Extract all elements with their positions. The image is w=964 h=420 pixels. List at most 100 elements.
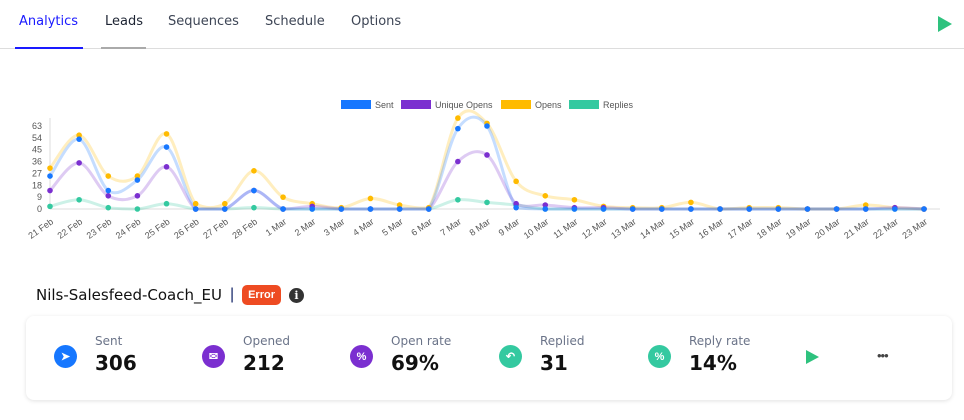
data-point-sent[interactable] — [222, 206, 228, 212]
data-point-sent[interactable] — [892, 206, 898, 212]
stat-sent: ➤ Sent 306 — [54, 334, 137, 375]
tab-leads[interactable]: Leads — [105, 14, 144, 29]
open-envelope-icon: ✉ — [202, 345, 225, 368]
data-point-sent[interactable] — [659, 206, 665, 212]
data-point-sent[interactable] — [134, 177, 141, 183]
data-point-opens[interactable] — [571, 196, 578, 203]
data-point-sent[interactable] — [367, 206, 374, 212]
data-point-replies[interactable] — [163, 200, 170, 207]
data-point-opens[interactable] — [222, 200, 228, 207]
data-point-sent[interactable] — [688, 206, 694, 212]
stat-replied: ↶ Replied 31 — [499, 334, 584, 375]
tab-analytics[interactable]: Analytics — [19, 14, 79, 29]
separator: | — [229, 286, 235, 303]
data-point-unique-opens[interactable] — [163, 164, 170, 170]
data-point-sent[interactable] — [309, 206, 316, 212]
data-point-sent[interactable] — [280, 206, 286, 212]
data-point-replies[interactable] — [76, 196, 82, 203]
data-point-replies[interactable] — [484, 199, 490, 206]
x-tick-label: 20 Mar — [813, 216, 842, 240]
data-point-opens[interactable] — [542, 193, 549, 199]
data-point-sent[interactable] — [192, 206, 199, 212]
data-point-sent[interactable] — [542, 206, 549, 212]
data-point-opens[interactable] — [76, 132, 82, 139]
data-point-unique-opens[interactable] — [134, 193, 141, 199]
data-point-unique-opens[interactable] — [513, 200, 519, 207]
data-point-sent[interactable] — [833, 206, 840, 212]
data-point-sent[interactable] — [571, 206, 578, 212]
play-icon[interactable] — [938, 16, 952, 32]
x-tick-label: 21 Mar — [842, 216, 871, 240]
tab-schedule[interactable]: Schedule — [265, 14, 325, 29]
data-point-sent[interactable] — [746, 206, 752, 212]
data-point-opens[interactable] — [251, 167, 257, 174]
stat-opened: ✉ Opened 212 — [202, 334, 290, 375]
x-tick-label: 23 Feb — [85, 216, 114, 240]
data-point-replies[interactable] — [105, 204, 112, 211]
data-point-sent[interactable] — [76, 136, 82, 142]
data-point-sent[interactable] — [629, 206, 636, 212]
y-tick-label: 0 — [37, 204, 42, 214]
x-tick-label: 25 Feb — [143, 216, 172, 240]
more-options-button[interactable]: ••• — [877, 348, 889, 363]
y-tick-label: 63 — [32, 121, 42, 131]
data-point-opens[interactable] — [396, 202, 403, 208]
x-tick-label: 19 Mar — [784, 216, 813, 240]
data-point-opens[interactable] — [862, 202, 869, 208]
data-point-opens[interactable] — [280, 194, 286, 200]
data-point-sent[interactable] — [251, 187, 257, 194]
data-point-opens[interactable] — [163, 131, 170, 137]
data-point-sent[interactable] — [862, 206, 869, 212]
data-point-sent[interactable] — [513, 204, 519, 211]
data-point-replies[interactable] — [47, 203, 53, 210]
x-tick-label: 28 Feb — [230, 216, 259, 240]
data-point-opens[interactable] — [513, 178, 519, 185]
stat-open-rate: % Open rate 69% — [350, 334, 451, 375]
x-tick-label: 12 Mar — [580, 216, 609, 240]
tab-sequences[interactable]: Sequences — [168, 14, 239, 29]
data-point-opens[interactable] — [455, 115, 461, 121]
data-point-sent[interactable] — [47, 173, 53, 179]
stat-value: 14% — [689, 351, 737, 375]
data-point-opens[interactable] — [367, 195, 374, 202]
data-point-sent[interactable] — [717, 206, 723, 212]
stat-value: 31 — [540, 351, 568, 375]
data-point-sent[interactable] — [396, 206, 403, 212]
x-tick-label: 22 Feb — [56, 216, 85, 240]
data-point-opens[interactable] — [134, 173, 141, 179]
x-tick-label: 18 Mar — [755, 216, 784, 240]
x-tick-label: 4 Mar — [351, 216, 376, 237]
data-point-unique-opens[interactable] — [542, 202, 549, 208]
data-point-sent[interactable] — [921, 206, 927, 212]
data-point-replies[interactable] — [251, 204, 257, 211]
data-point-unique-opens[interactable] — [455, 158, 461, 165]
data-point-opens[interactable] — [47, 165, 53, 171]
data-point-sent[interactable] — [484, 123, 490, 129]
data-point-sent[interactable] — [163, 144, 170, 150]
x-tick-label: 17 Mar — [726, 216, 755, 240]
data-point-sent[interactable] — [775, 206, 782, 212]
data-point-unique-opens[interactable] — [484, 152, 490, 158]
legend-swatch — [341, 100, 371, 109]
data-point-unique-opens[interactable] — [105, 193, 112, 199]
y-tick-label: 54 — [32, 133, 42, 143]
data-point-sent[interactable] — [455, 125, 461, 132]
data-point-opens[interactable] — [192, 200, 199, 207]
x-tick-label: 7 Mar — [438, 216, 463, 237]
play-icon[interactable] — [806, 350, 819, 364]
data-point-replies[interactable] — [134, 206, 141, 212]
tab-options[interactable]: Options — [351, 14, 402, 29]
stat-value: 306 — [95, 351, 137, 375]
data-point-sent[interactable] — [804, 206, 811, 212]
data-point-opens[interactable] — [105, 173, 112, 179]
data-point-sent[interactable] — [105, 187, 112, 194]
data-point-sent[interactable] — [338, 206, 345, 212]
stat-value: 69% — [391, 351, 439, 375]
info-icon[interactable]: i — [289, 287, 304, 303]
data-point-unique-opens[interactable] — [76, 160, 82, 166]
data-point-replies[interactable] — [455, 196, 461, 203]
data-point-sent[interactable] — [425, 206, 432, 212]
data-point-opens[interactable] — [688, 199, 694, 206]
data-point-unique-opens[interactable] — [47, 187, 53, 194]
data-point-sent[interactable] — [600, 206, 607, 212]
